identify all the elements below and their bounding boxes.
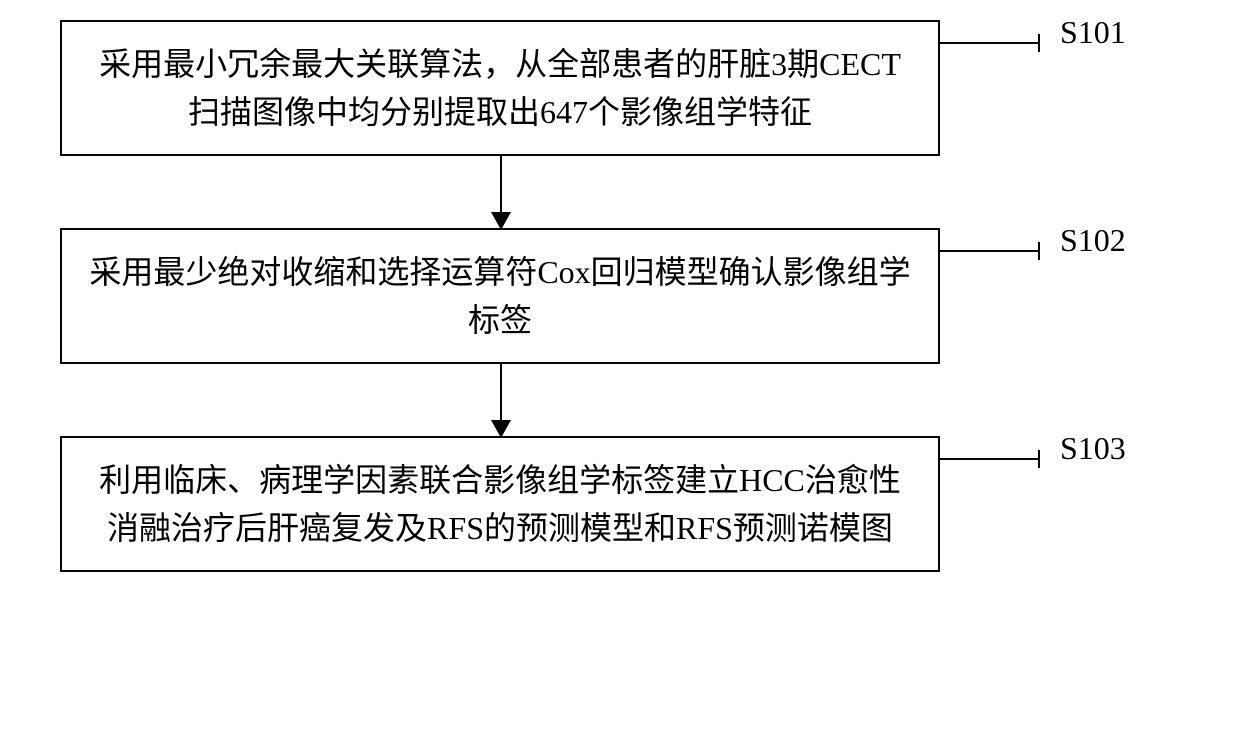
step-row-2: 采用最少绝对收缩和选择运算符Cox回归模型确认影像组学标签 S102	[60, 228, 1180, 364]
connector-1	[938, 42, 1038, 44]
connector-tick-2	[1038, 242, 1040, 260]
box-text-2: 采用最少绝对收缩和选择运算符Cox回归模型确认影像组学标签	[86, 248, 914, 344]
arrow-1	[500, 156, 502, 228]
step-label-1: S101	[1060, 14, 1126, 51]
box-text-1: 采用最小冗余最大关联算法，从全部患者的肝脏3期CECT扫描图像中均分别提取出64…	[86, 40, 914, 136]
step-label-3: S103	[1060, 430, 1126, 467]
step-row-1: 采用最小冗余最大关联算法，从全部患者的肝脏3期CECT扫描图像中均分别提取出64…	[60, 20, 1180, 156]
flowchart-container: 采用最小冗余最大关联算法，从全部患者的肝脏3期CECT扫描图像中均分别提取出64…	[60, 20, 1180, 572]
connector-3	[938, 458, 1038, 460]
step-row-3: 利用临床、病理学因素联合影像组学标签建立HCC治愈性消融治疗后肝癌复发及RFS的…	[60, 436, 1180, 572]
connector-tick-1	[1038, 34, 1040, 52]
flowchart-box-3: 利用临床、病理学因素联合影像组学标签建立HCC治愈性消融治疗后肝癌复发及RFS的…	[60, 436, 940, 572]
connector-2	[938, 250, 1038, 252]
arrow-2	[500, 364, 502, 436]
box-text-3: 利用临床、病理学因素联合影像组学标签建立HCC治愈性消融治疗后肝癌复发及RFS的…	[86, 456, 914, 552]
flowchart-box-2: 采用最少绝对收缩和选择运算符Cox回归模型确认影像组学标签	[60, 228, 940, 364]
connector-tick-3	[1038, 450, 1040, 468]
flowchart-box-1: 采用最小冗余最大关联算法，从全部患者的肝脏3期CECT扫描图像中均分别提取出64…	[60, 20, 940, 156]
step-label-2: S102	[1060, 222, 1126, 259]
